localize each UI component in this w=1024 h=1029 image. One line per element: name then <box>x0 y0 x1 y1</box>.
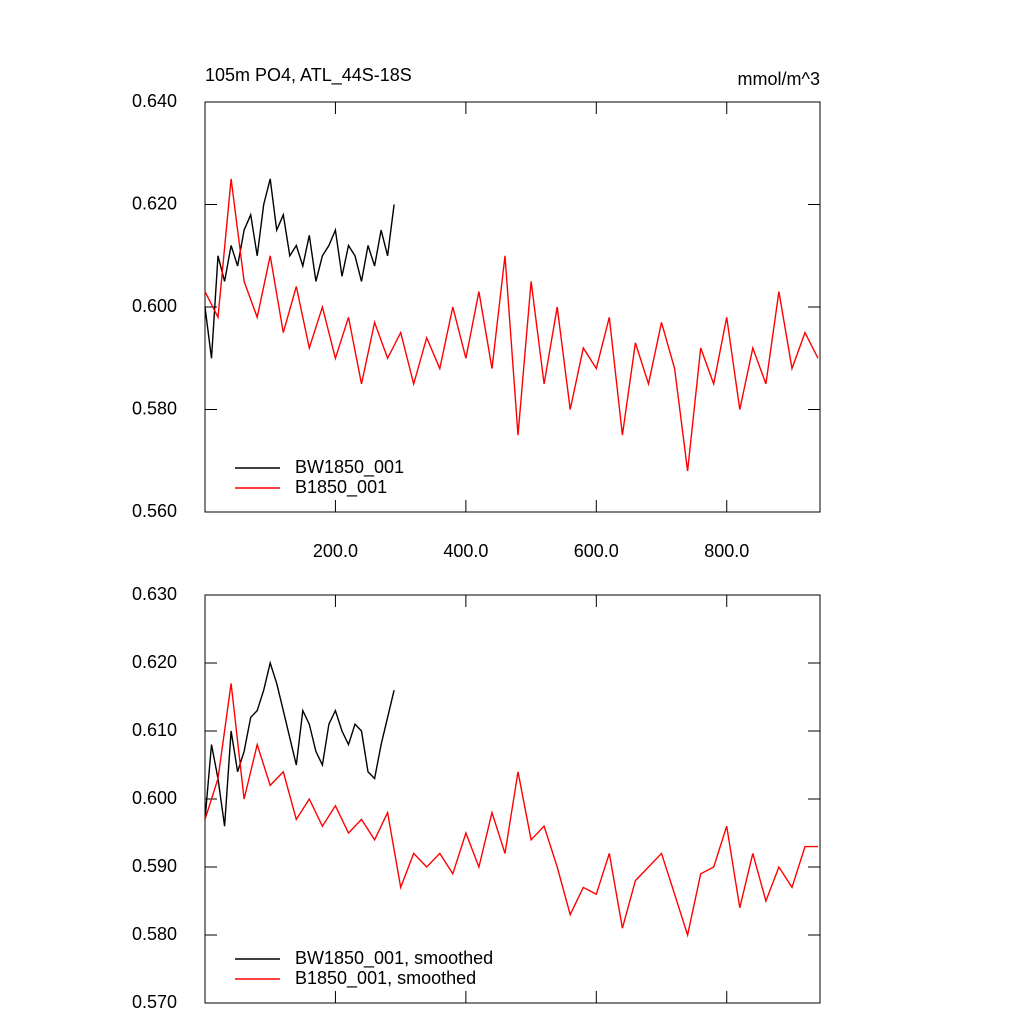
x-tick-label: 200.0 <box>313 541 358 561</box>
y-tick-label: 0.630 <box>132 584 177 604</box>
y-tick-label: 0.570 <box>132 992 177 1012</box>
y-tick-label: 0.580 <box>132 398 177 418</box>
y-tick-label: 0.590 <box>132 856 177 876</box>
series-line <box>204 178 819 472</box>
x-tick-label: 800.0 <box>704 541 749 561</box>
x-tick-label: 400.0 <box>443 541 488 561</box>
legend-label: BW1850_001 <box>295 457 404 478</box>
y-tick-label: 0.560 <box>132 501 177 521</box>
y-tick-label: 0.600 <box>132 788 177 808</box>
y-tick-label: 0.640 <box>132 91 177 111</box>
y-tick-label: 0.610 <box>132 720 177 740</box>
legend-label: B1850_001 <box>295 477 387 498</box>
series-line <box>204 660 395 827</box>
plot-frame <box>204 594 821 1004</box>
units-label: mmol/m^3 <box>738 69 820 89</box>
plot-frame <box>204 101 821 513</box>
y-tick-label: 0.580 <box>132 924 177 944</box>
chart-title: 105m PO4, ATL_44S-18S <box>205 65 412 86</box>
y-tick-label: 0.620 <box>132 652 177 672</box>
series-line <box>204 683 818 938</box>
y-tick-label: 0.600 <box>132 296 177 316</box>
y-tick-label: 0.620 <box>132 193 177 213</box>
x-tick-label: 600.0 <box>574 541 619 561</box>
legend-label: B1850_001, smoothed <box>295 968 476 989</box>
legend-label: BW1850_001, smoothed <box>295 948 493 969</box>
series-line <box>204 178 395 359</box>
